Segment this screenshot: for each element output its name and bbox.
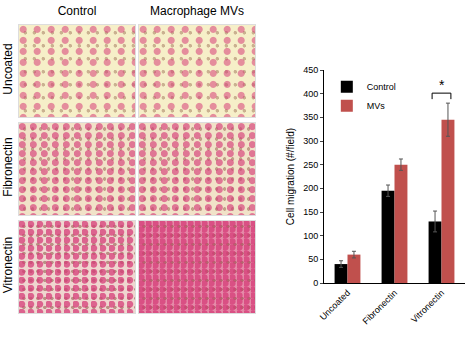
svg-text:0: 0 [313,278,318,288]
html-text:Uncoated: Uncoated [1,43,15,95]
html-text:Control: Control [57,4,97,18]
svg-text:*: * [439,77,445,93]
html-text:Macrophage MVs: Macrophage MVs [150,4,244,18]
svg-text:400: 400 [303,89,318,99]
svg-text:350: 350 [303,112,318,122]
svg-text:250: 250 [303,160,318,170]
html-text:Vitronectin: Vitronectin [1,236,15,294]
svg-text:MVs: MVs [367,101,386,111]
svg-text:450: 450 [303,65,318,75]
svg-text:150: 150 [303,207,318,217]
svg-text:Uncoated: Uncoated [318,288,352,322]
svg-text:200: 200 [303,183,318,193]
svg-text:Fibronectin: Fibronectin [361,288,400,327]
svg-text:Vitronectin: Vitronectin [409,288,446,325]
html-text:Fibronectin: Fibronectin [1,137,15,197]
svg-text:Control: Control [367,82,396,92]
svg-text:Cell migration (#/field): Cell migration (#/field) [285,128,296,225]
svg-text:100: 100 [303,231,318,241]
svg-text:300: 300 [303,136,318,146]
svg-text:50: 50 [308,254,318,264]
